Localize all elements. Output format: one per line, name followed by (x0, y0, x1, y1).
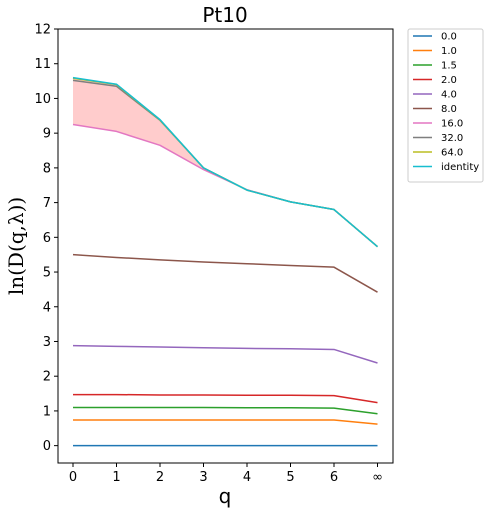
x-tick-label: ∞ (372, 470, 383, 485)
series-line-2.0 (73, 393, 378, 404)
x-tick-label: 4 (243, 470, 251, 485)
shaded-band (73, 77, 378, 247)
y-tick-label: 0 (43, 439, 51, 454)
series-line-8.0 (72, 253, 378, 293)
legend-label: 16.0 (441, 119, 463, 130)
series-line-1.5 (73, 406, 378, 415)
y-tick-label: 9 (43, 127, 51, 142)
legend-box (407, 28, 484, 183)
series-line-4.0 (72, 344, 378, 364)
x-tick-label: 3 (199, 470, 207, 485)
x-axis: 0 1 2 3 4 5 6 ∞ (69, 463, 383, 485)
plot-frame (57, 28, 394, 464)
y-tick-label: 5 (43, 266, 51, 281)
x-tick-label: 5 (286, 470, 294, 485)
legend-label: 2.0 (441, 75, 457, 86)
y-tick-label: 1 (43, 404, 51, 419)
x-axis-label: q (219, 484, 232, 508)
y-tick-label: 6 (43, 231, 51, 246)
legend-label: 1.0 (441, 46, 457, 57)
y-tick-label: 12 (34, 23, 51, 38)
series-line-16.0 (72, 123, 378, 248)
x-tick-label: 1 (112, 470, 120, 485)
legend-label: 32.0 (441, 133, 463, 144)
y-tick-label: 11 (34, 57, 51, 72)
series-lines (72, 76, 378, 447)
legend-label: 64.0 (441, 148, 463, 159)
series-line-1.0 (73, 419, 378, 425)
series-line-identity (72, 76, 378, 248)
legend: 0.0 1.0 1.5 2.0 4.0 8.0 16.0 32.0 64.0 identity (413, 32, 479, 173)
y-axis-label: ln(D(q,λ)) (4, 197, 28, 295)
y-tick-label: 2 (43, 370, 51, 385)
y-tick-label: 4 (43, 300, 51, 315)
legend-label: identity (441, 162, 479, 173)
x-tick-label: 2 (156, 470, 164, 485)
legend-label: 1.5 (441, 61, 457, 72)
legend-label: 0.0 (441, 32, 457, 43)
y-tick-label: 8 (43, 161, 51, 176)
shaded-band-area (73, 77, 378, 247)
legend-label: 8.0 (441, 104, 457, 115)
x-tick-label: 0 (69, 470, 77, 485)
y-tick-label: 3 (43, 335, 51, 350)
x-tick-label: 6 (330, 470, 338, 485)
chart-title: Pt10 (202, 3, 247, 27)
y-tick-label: 10 (34, 92, 51, 107)
legend-label: 4.0 (441, 90, 457, 101)
y-tick-label: 7 (43, 196, 51, 211)
